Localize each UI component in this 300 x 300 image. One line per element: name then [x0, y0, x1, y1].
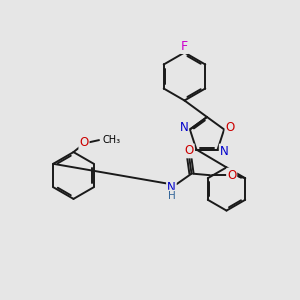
Text: CH₃: CH₃ — [102, 135, 120, 145]
Text: N: N — [220, 145, 229, 158]
Text: O: O — [226, 122, 235, 134]
Text: O: O — [227, 169, 236, 182]
Text: O: O — [80, 136, 88, 149]
Text: O: O — [184, 144, 194, 158]
Text: F: F — [181, 40, 188, 53]
Text: N: N — [167, 181, 176, 194]
Text: N: N — [179, 121, 188, 134]
Text: H: H — [167, 190, 175, 201]
